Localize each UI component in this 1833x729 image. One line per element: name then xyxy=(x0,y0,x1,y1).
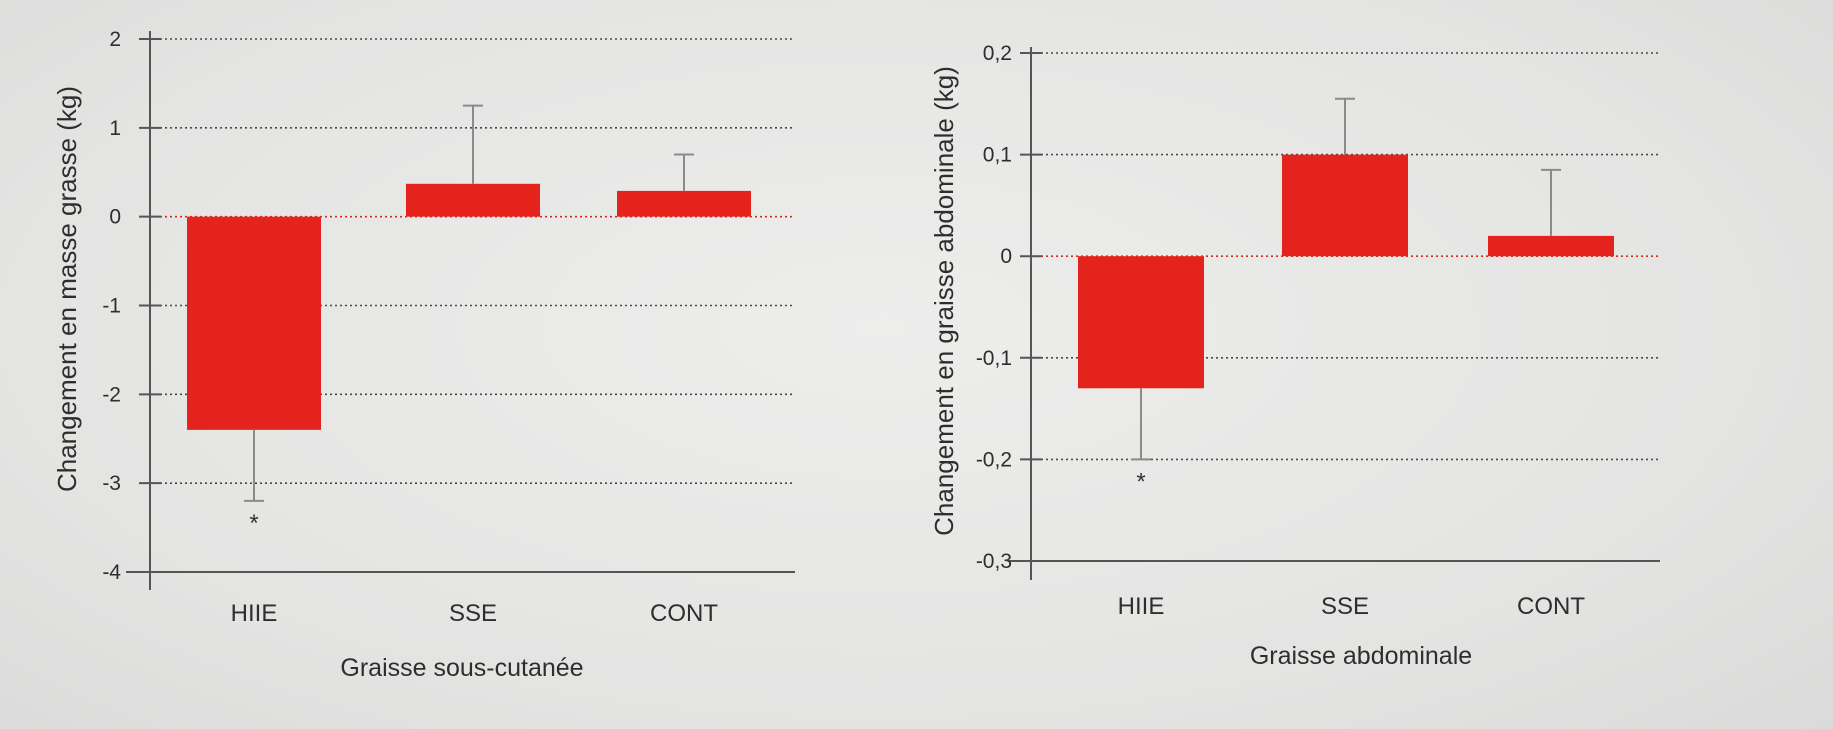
y-tick-label: 0 xyxy=(109,206,121,229)
significance-marker: * xyxy=(1136,468,1145,495)
y-tick-label: -2 xyxy=(102,383,121,406)
plot-area: 0,2 0,1 0 -0,1 -0,2 -0,3 * HIIE SSE CONT xyxy=(976,42,1660,620)
bar-hiie xyxy=(1078,256,1204,389)
y-axis-title: Changement en masse grasse (kg) xyxy=(52,86,82,492)
chart-abdominal-fat: 0,2 0,1 0 -0,1 -0,2 -0,3 * HIIE SSE CONT Graisse … xyxy=(929,42,1660,670)
y-tick-label: -4 xyxy=(102,561,121,584)
y-tick-label: 1 xyxy=(109,117,121,140)
category-label-cont: CONT xyxy=(1517,593,1585,620)
significance-marker: * xyxy=(249,510,258,537)
bar-sse xyxy=(1282,154,1408,257)
x-axis-title: Graisse abdominale xyxy=(1250,642,1472,670)
x-axis-title: Graisse sous-cutanée xyxy=(340,654,583,682)
y-tick-label: 0,2 xyxy=(983,42,1012,65)
plot-area: 2 1 0 -1 -2 -3 -4 * HIIE SSE CONT xyxy=(102,28,795,627)
y-tick-label: 0 xyxy=(1000,245,1012,268)
y-axis-title: Changement en graisse abdominale (kg) xyxy=(929,66,959,536)
category-label-hiie: HIIE xyxy=(1118,593,1165,620)
y-tick-label: -3 xyxy=(102,472,121,495)
bar-hiie xyxy=(187,216,321,430)
bar-cont xyxy=(1488,235,1614,257)
category-label-cont: CONT xyxy=(650,600,718,627)
y-tick-label: 0,1 xyxy=(983,144,1012,167)
category-label-sse: SSE xyxy=(449,600,497,627)
bar-cont xyxy=(617,190,751,217)
y-tick-label: -0,3 xyxy=(976,550,1012,573)
y-tick-label: 2 xyxy=(109,28,121,51)
bar-sse xyxy=(406,183,540,217)
category-label-sse: SSE xyxy=(1321,593,1369,620)
y-tick-label: -0,1 xyxy=(976,347,1012,370)
chart-subcutaneous-fat: 2 1 0 -1 -2 -3 -4 * HIIE SSE CONT Graisse sous-cut… xyxy=(52,28,795,682)
y-tick-label: -1 xyxy=(102,295,121,318)
category-label-hiie: HIIE xyxy=(231,600,278,627)
y-tick-label: -0,2 xyxy=(976,448,1012,471)
